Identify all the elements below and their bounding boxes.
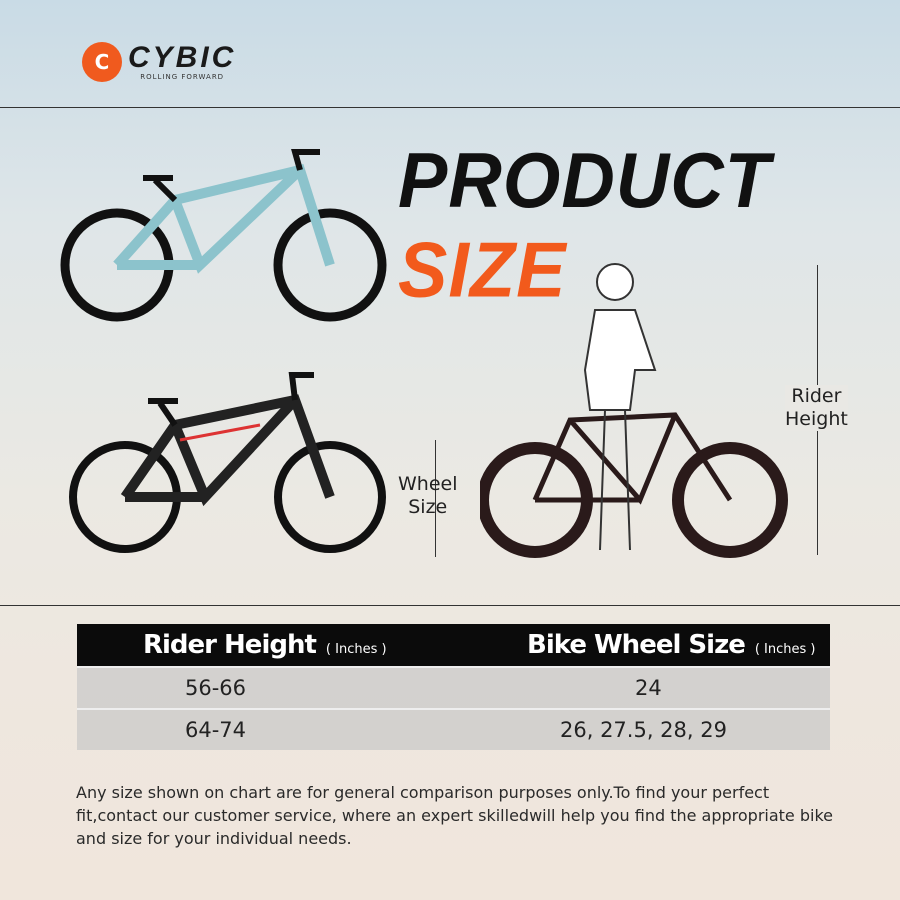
bike-image-blue [60,149,387,322]
divider [0,605,900,606]
brand-logo: C CYBIC ROLLING FORWARD [82,42,236,82]
brand-name: CYBIC [128,41,237,74]
rider-height-cell: 64-74 [185,718,247,742]
wheel-size-cell: 26, 27.5, 28, 29 [560,718,727,742]
brand-tagline: ROLLING FORWARD [140,73,225,81]
wheel-size-indicator [435,440,436,557]
rider-height-label: Rider Height [785,385,848,431]
header-unit: ( Inches ) [325,642,387,657]
table-row: 56-66 24 [77,666,830,708]
bike-image-black [69,372,386,553]
disclaimer-note: Any size shown on chart are for general … [76,783,833,848]
rider-with-bike-diagram [480,263,788,558]
page-title: PRODUCT SIZE [398,136,771,314]
divider [0,107,900,108]
wheel-size-cell: 24 [635,676,662,700]
header-rider-height: Rider Height [143,630,317,660]
header-wheel-size: Bike Wheel Size [527,630,746,660]
table-row: 64-74 26, 27.5, 28, 29 [77,708,830,750]
gear-logo-icon: C [82,42,122,82]
table-header: Rider Height ( Inches ) Bike Wheel Size ( … [77,624,830,666]
header-unit: ( Inches ) [754,642,816,657]
rider-height-cell: 56-66 [185,676,247,700]
size-table: Rider Height ( Inches ) Bike Wheel Size ( … [77,624,830,750]
wheel-size-label: Wheel Size [398,473,458,518]
